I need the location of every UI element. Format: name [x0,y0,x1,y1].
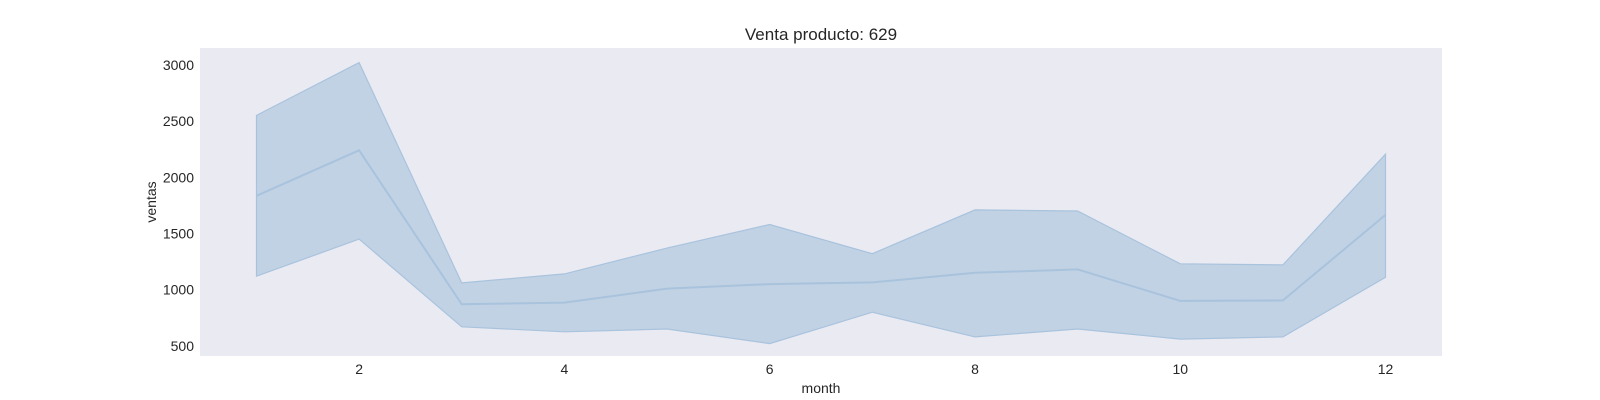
series-line [256,149,1387,306]
x-axis-label: month [802,380,841,396]
y-tick-label: 1000 [163,282,194,298]
y-tick-label: 2000 [163,169,194,185]
series-line-layer [256,149,1387,306]
x-tick-label: 10 [1172,361,1188,377]
x-tick-label: 6 [766,361,774,377]
y-tick-label: 3000 [163,57,194,73]
y-axis-label: ventas [143,181,159,222]
x-tick-label: 4 [560,361,568,377]
x-axis-ticks: 2 4 6 8 10 12 [355,361,1393,377]
y-axis-ticks: 500 1000 1500 2000 2500 3000 [163,57,194,354]
y-tick-label: 500 [171,338,195,354]
confidence-band-layer [255,61,1387,345]
y-tick-label: 2500 [163,113,194,129]
x-tick-label: 8 [971,361,979,377]
x-tick-label: 2 [355,361,363,377]
x-tick-label: 12 [1378,361,1394,377]
confidence-band [255,61,1387,345]
y-tick-label: 1500 [163,225,194,241]
chart-title: Venta producto: 629 [745,25,897,44]
